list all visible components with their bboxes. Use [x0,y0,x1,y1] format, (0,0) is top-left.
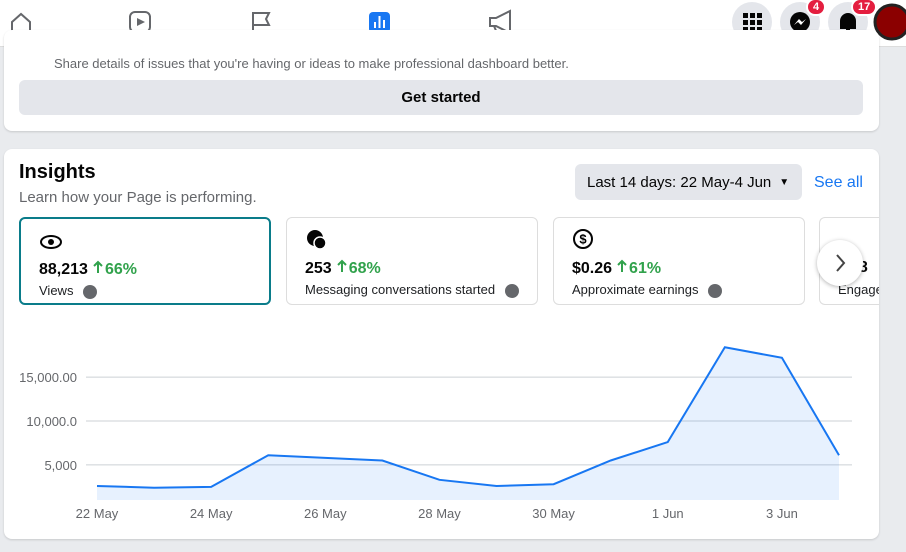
info-icon[interactable] [83,284,98,299]
metric-value: $0.26 61% [572,259,661,278]
svg-text:$: $ [579,232,587,247]
metric-value: 88,213 66% [39,260,137,279]
insights-bars [374,16,385,28]
value: $0.26 [572,260,613,277]
up-arrow [93,260,103,273]
badge: 4 [806,0,827,16]
get-started-button[interactable]: Get started [19,80,863,115]
value: 88,213 [39,261,88,278]
eye-icon [40,235,62,249]
avatar[interactable] [873,3,906,41]
caret: ▼ [779,176,790,188]
up-arrow [336,259,347,272]
home-icon[interactable] [11,12,31,32]
video-play [137,18,145,26]
label: Approximate earnings [572,282,699,297]
change: 66% [104,261,137,278]
chat-icon [307,230,327,250]
see-all-link[interactable]: See all [814,174,863,191]
insights-card: Insights Learn how your Page is performi… [4,149,879,539]
feedback-card: Share details of issues that you're havi… [4,30,879,131]
feedback-text: Share details of issues that you're havi… [54,56,569,71]
change: 61% [629,260,662,277]
value: 253 [305,260,332,277]
metric-label: Approximate earnings [572,282,723,298]
bell-icon [840,13,856,31]
badge: 17 [851,0,878,16]
date-range-dropdown[interactable]: Last 14 days: 22 May-4 Jun ▼ [575,164,802,200]
metric-card[interactable]: $ $0.26 61% Approximate earnings [553,217,805,305]
metric-card[interactable]: 88,213 66% Views [19,217,271,305]
info-icon[interactable] [708,283,723,298]
change: 68% [348,260,381,277]
grid-icon [743,13,762,32]
metric-card[interactable]: 253 68% Messaging conversations started [286,217,538,305]
nav-button-icons [743,3,906,41]
metric-label: Views [39,283,98,299]
next-button[interactable] [817,240,863,286]
up-arrow [617,259,627,272]
label: Messaging conversations started [305,282,496,297]
messenger-bolt [794,19,806,25]
info-icon[interactable] [504,283,519,298]
insights-title: Insights [19,161,96,183]
metric-value: 253 68% [305,259,381,278]
metric-label: Engage [838,282,879,297]
chevron [836,254,846,272]
metric-label: Messaging conversations started [305,282,519,298]
insights-subtitle: Learn how your Page is performing. [19,189,257,206]
date-range: Last 14 days: 22 May-4 Jun [587,173,772,191]
flag-icon[interactable] [252,12,271,33]
dollar-icon: $ [573,229,593,249]
label: Views [39,283,74,298]
